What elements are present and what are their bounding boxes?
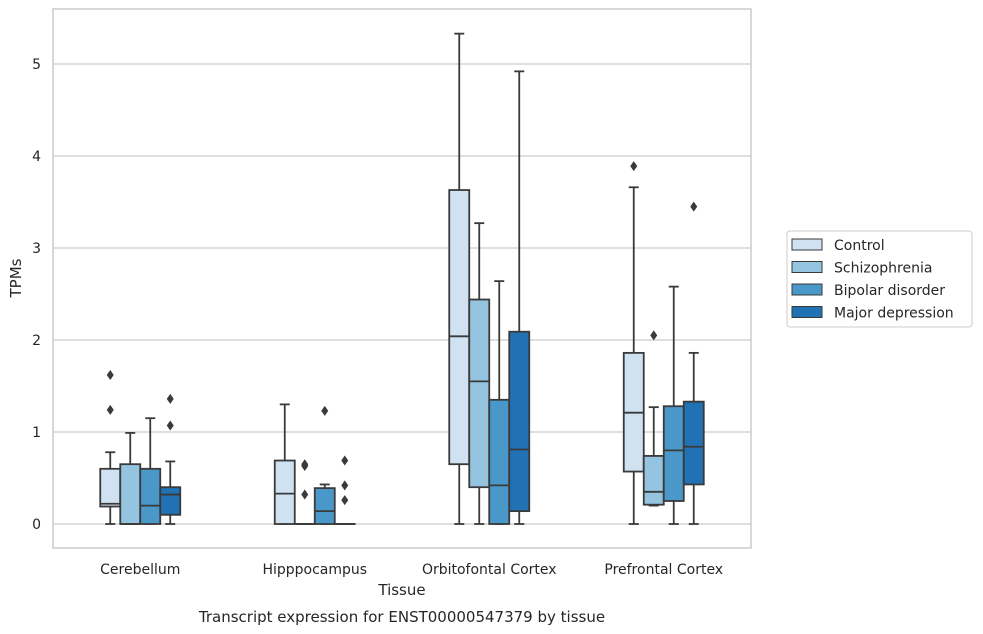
- box-body: [448, 189, 471, 466]
- box-body: [273, 459, 296, 525]
- x-axis-label: Tissue: [377, 581, 425, 599]
- box-1-0: [273, 403, 296, 525]
- legend-swatch-1: [791, 261, 823, 273]
- box-body: [159, 486, 182, 516]
- box-3-2: [662, 285, 685, 525]
- legend-swatch-3: [791, 306, 823, 318]
- outlier-point-0: [690, 201, 698, 212]
- box-body: [99, 467, 122, 508]
- legend-swatch-0: [791, 238, 823, 251]
- box-body: [139, 467, 162, 525]
- y-tick-label-3: 3: [32, 241, 41, 257]
- outlier-point-0: [341, 495, 349, 506]
- x-tick-label-2: Orbitofontal Cortex: [422, 562, 557, 578]
- box-body: [662, 405, 685, 502]
- box-body: [313, 487, 336, 525]
- box-1-1: [293, 459, 316, 525]
- plot-frame: [52, 8, 752, 549]
- x-tick-label-1: Hipppocampus: [262, 562, 367, 578]
- box-body: [642, 455, 665, 506]
- y-tick-label-2: 2: [32, 333, 41, 349]
- legend-swatch-2: [791, 283, 823, 296]
- outlier-point-0: [166, 420, 174, 431]
- y-tick-label-0: 0: [32, 517, 41, 533]
- legend-label-3: Major depression: [834, 306, 954, 322]
- outlier-point-1: [106, 369, 114, 380]
- box-2-1: [468, 222, 491, 525]
- outlier-point-0: [106, 404, 114, 415]
- chart-caption: Transcript expression for ENST0000054737…: [198, 608, 605, 626]
- outlier-point-0: [301, 489, 309, 500]
- box-0-1: [119, 432, 142, 525]
- boxes: [99, 32, 705, 525]
- legend-label-2: Bipolar disorder: [834, 283, 945, 299]
- grid: [53, 63, 751, 525]
- box-body: [508, 330, 531, 513]
- outlier-point-0: [321, 405, 329, 416]
- y-tick-label-4: 4: [32, 149, 41, 165]
- y-tick-labels: 0 1 2 3 4 5: [32, 57, 41, 533]
- y-axis-label: TPMs: [7, 258, 25, 298]
- x-tick-label-0: Cerebellum: [100, 562, 180, 578]
- outlier-point-0: [650, 330, 658, 341]
- outlier-point-2: [341, 455, 349, 466]
- box-1-3: [333, 455, 356, 525]
- box-body: [119, 463, 142, 525]
- box-2-0: [448, 32, 471, 525]
- y-tick-label-1: 1: [32, 425, 41, 441]
- box-body: [468, 298, 491, 489]
- box-3-3: [682, 201, 705, 525]
- outlier-point-1: [166, 393, 174, 404]
- legend-frame: [786, 230, 973, 328]
- legend-label-1: Schizophrenia: [834, 261, 932, 277]
- box-2-3: [508, 70, 531, 525]
- y-tick-label-5: 5: [32, 57, 41, 73]
- box-1-2: [313, 405, 336, 525]
- box-body: [488, 398, 511, 525]
- box-0-0: [99, 369, 122, 525]
- outlier-point-2: [301, 459, 309, 470]
- legend: Control Schizophrenia Bipolar disorder Majo…: [786, 230, 973, 328]
- outlier-point-1: [341, 480, 349, 491]
- box-3-1: [642, 330, 665, 507]
- box-3-0: [622, 161, 645, 525]
- box-2-2: [488, 280, 511, 525]
- box-0-2: [139, 417, 162, 525]
- legend-label-0: Control: [834, 238, 885, 254]
- x-tick-label-3: Prefrontal Cortex: [604, 562, 723, 578]
- box-body: [682, 400, 705, 486]
- x-tick-labels: Cerebellum Hipppocampus Orbitofontal Corte…: [100, 562, 723, 578]
- box-0-3: [159, 393, 182, 525]
- outlier-point-0: [630, 161, 638, 172]
